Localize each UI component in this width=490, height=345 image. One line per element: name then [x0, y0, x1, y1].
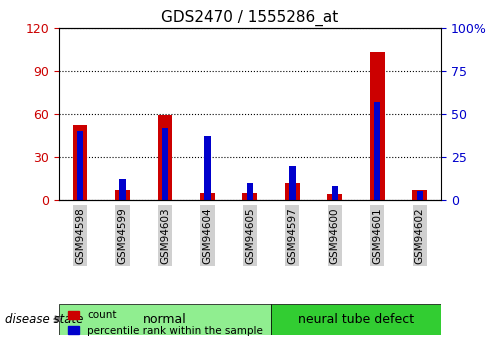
Title: GDS2470 / 1555286_at: GDS2470 / 1555286_at	[161, 10, 339, 26]
Text: neural tube defect: neural tube defect	[298, 313, 414, 326]
Bar	[289, 166, 295, 200]
Text: GSM94605: GSM94605	[245, 207, 255, 264]
Text: GSM94597: GSM94597	[287, 207, 297, 264]
Bar	[162, 128, 168, 200]
Text: GSM94601: GSM94601	[372, 207, 382, 264]
Text: GSM94599: GSM94599	[118, 207, 127, 264]
Text: GSM94604: GSM94604	[202, 207, 213, 264]
Bar	[115, 190, 130, 200]
Text: GSM94603: GSM94603	[160, 207, 170, 264]
Bar	[416, 191, 423, 200]
FancyBboxPatch shape	[271, 304, 441, 335]
FancyBboxPatch shape	[59, 304, 271, 335]
Bar	[157, 115, 172, 200]
Bar	[285, 183, 300, 200]
Bar	[413, 190, 427, 200]
Bar	[374, 102, 380, 200]
Bar	[332, 186, 338, 200]
Text: normal: normal	[143, 313, 187, 326]
Bar	[327, 194, 342, 200]
Bar	[370, 52, 385, 200]
Text: GSM94598: GSM94598	[75, 207, 85, 264]
Bar	[200, 193, 215, 200]
Bar	[77, 131, 83, 200]
Text: GSM94600: GSM94600	[330, 207, 340, 264]
Bar	[119, 179, 125, 200]
Bar	[246, 183, 253, 200]
Bar	[204, 136, 211, 200]
Text: disease state: disease state	[5, 313, 83, 326]
Bar	[243, 193, 257, 200]
Text: GSM94602: GSM94602	[415, 207, 425, 264]
Bar	[73, 125, 87, 200]
Legend: count, percentile rank within the sample: count, percentile rank within the sample	[64, 306, 267, 340]
